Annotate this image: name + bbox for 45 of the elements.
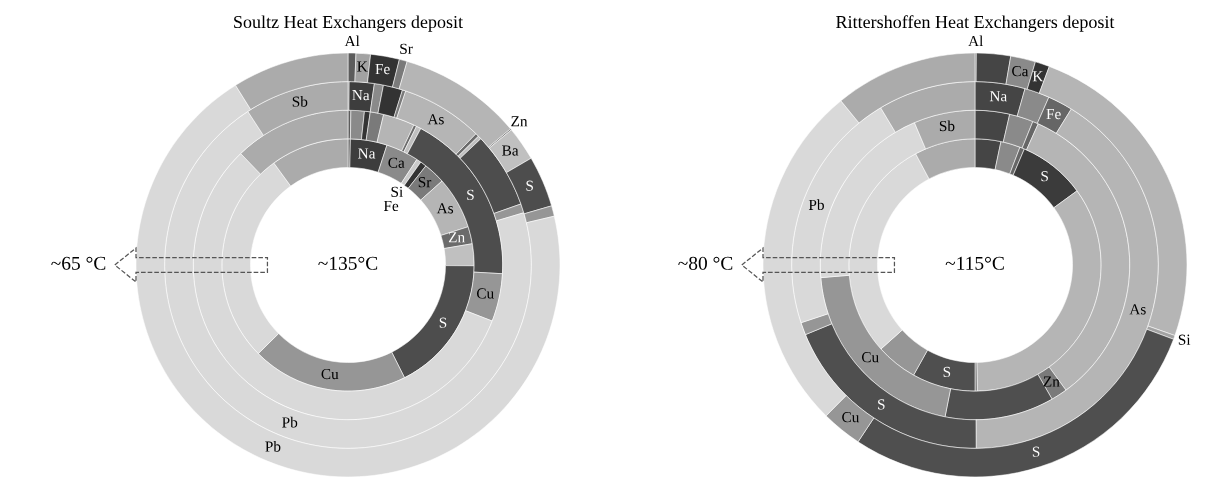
data-label: Pb [282, 416, 298, 428]
data-label: Zn [511, 116, 528, 127]
data-label: Cu [861, 352, 879, 363]
data-label: Zn [1043, 376, 1060, 387]
data-label: Fe [1046, 109, 1061, 120]
data-label: Al [344, 35, 360, 47]
data-label: S [1032, 446, 1040, 457]
data-label: Na [989, 91, 1007, 102]
data-label: Fe [375, 64, 390, 75]
data-label: Si [391, 186, 403, 197]
data-label: K [357, 61, 368, 72]
data-label: Sb [292, 96, 308, 107]
data-label: S [439, 317, 447, 328]
data-label: Sb [939, 120, 955, 132]
data-label: As [1129, 304, 1146, 315]
data-label: Ca [1012, 66, 1029, 77]
data-label: Cu [476, 288, 494, 299]
data-label: S [943, 366, 951, 378]
data-label: As [427, 114, 444, 125]
text: ~80 °C [678, 256, 733, 270]
data-label: Cu [321, 368, 339, 380]
data-label: S [467, 189, 474, 200]
text: ~115°C [945, 256, 1004, 270]
data-label: Sr [400, 43, 413, 54]
data-label: Si [1178, 334, 1191, 345]
data-label: Pb [808, 199, 824, 211]
data-label: Na [352, 90, 370, 101]
data-label: Fe [383, 200, 399, 212]
chart-title: Rittershoffen Heat Exchangers deposit [836, 15, 1115, 32]
data-label: Al [968, 35, 984, 47]
data-label: S [878, 399, 885, 410]
data-label: Cu [842, 412, 860, 423]
data-label: Ca [388, 157, 405, 168]
data-label: As [436, 203, 454, 214]
data-label: Zn [448, 232, 465, 243]
data-label: Sr [418, 177, 432, 188]
data-label: Ba [502, 145, 519, 156]
chart-title: Soultz Heat Exchangers deposit [234, 15, 463, 32]
text: ~65 °C [51, 256, 106, 270]
data-label: K [1032, 71, 1044, 82]
data-label: S [526, 180, 533, 191]
data-label: Pb [265, 440, 281, 452]
data-label: S [1041, 171, 1048, 182]
text: ~135°C [318, 256, 378, 270]
data-label: Na [358, 148, 376, 159]
